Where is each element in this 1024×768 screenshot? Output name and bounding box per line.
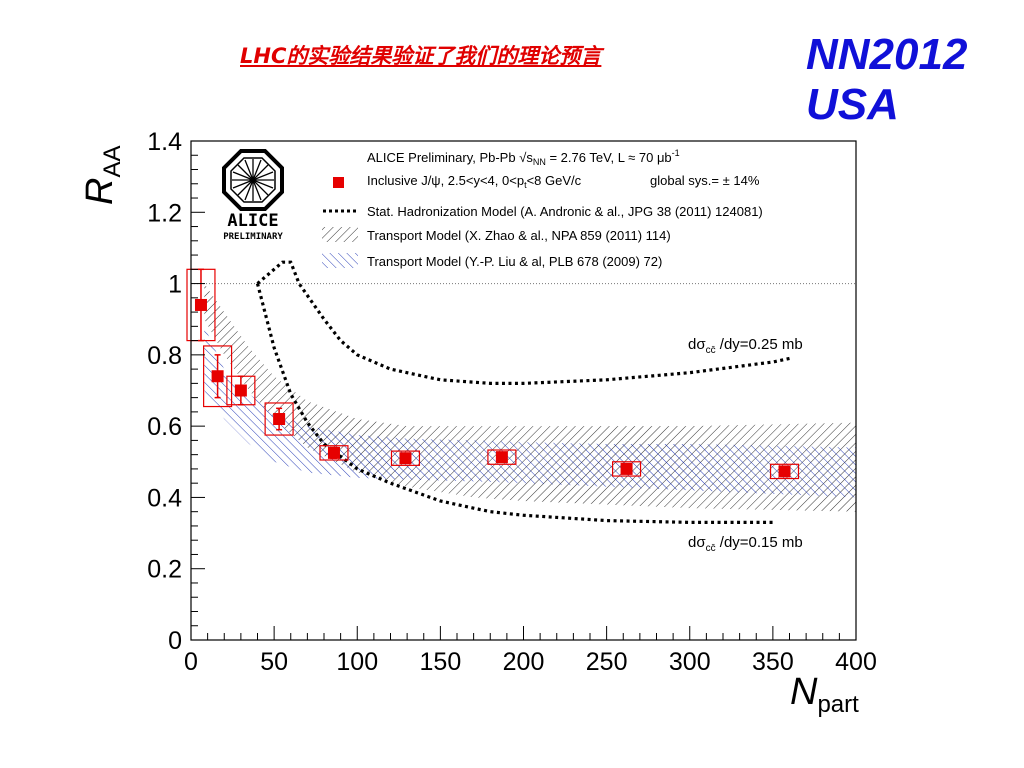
y-tick-label: 1.2 — [147, 199, 182, 227]
x-axis-title: Npart — [790, 671, 859, 718]
x-tick-label: 300 — [669, 648, 711, 676]
alice-logo-text: ALICE — [227, 211, 278, 231]
y-tick-label: 1 — [168, 271, 182, 299]
data-marker — [327, 446, 340, 459]
sys-error-box — [611, 461, 642, 477]
y-tick-label: 1.4 — [147, 128, 182, 156]
data-marker — [211, 370, 224, 383]
data-marker — [778, 465, 791, 478]
sys-error-box — [319, 445, 349, 461]
sys-error-box — [264, 402, 294, 436]
legend-marker-liu — [322, 253, 358, 268]
legend-entry-data: Inclusive J/ψ, 2.5<y<4, 0<pt<8 GeV/c — [367, 173, 582, 190]
x-tick-label: 350 — [752, 648, 794, 676]
data-point — [264, 402, 294, 436]
annotation-lower-curve: dσcc̄ /dy=0.15 mb — [688, 534, 803, 554]
conference-label: NN2012 USA — [806, 30, 967, 130]
data-marker — [620, 462, 633, 475]
data-marker — [194, 298, 207, 311]
y-tick-label: 0.2 — [147, 556, 182, 584]
x-tick-label: 150 — [420, 648, 462, 676]
conference-name: NN2012 — [806, 30, 968, 79]
x-tick-label: 400 — [835, 648, 877, 676]
y-tick-label: 0.6 — [147, 413, 182, 441]
data-point — [769, 463, 800, 480]
annotation-upper-curve: dσcc̄ /dy=0.25 mb — [688, 336, 803, 356]
alice-logo-emblem — [222, 149, 284, 211]
sys-error-box — [769, 463, 800, 480]
sys-error-box — [390, 450, 421, 466]
slide-title: LHC的实验结果验证了我们的理论预言 — [240, 44, 602, 68]
legend: ALICE Preliminary, Pb-Pb √sNN = 2.76 TeV… — [322, 148, 763, 269]
legend-entry-stat-model: Stat. Hadronization Model (A. Andronic &… — [367, 204, 763, 219]
legend-marker-zhao — [322, 227, 358, 242]
conference-country: USA — [806, 80, 899, 129]
alice-logo: ALICE PRELIMINARY — [222, 149, 284, 242]
data-marker — [273, 413, 286, 426]
data-point — [390, 450, 421, 466]
y-tick-label: 0.8 — [147, 342, 182, 370]
x-tick-label: 250 — [586, 648, 628, 676]
x-tick-label: 0 — [184, 648, 198, 676]
alice-logo-subtitle: PRELIMINARY — [223, 232, 283, 242]
x-tick-label: 200 — [503, 648, 545, 676]
data-point — [226, 375, 256, 406]
data-point — [319, 445, 349, 461]
legend-marker-data — [333, 177, 344, 188]
data-marker — [399, 452, 412, 465]
y-axis-title: RAA — [79, 146, 126, 205]
legend-entry-zhao: Transport Model (X. Zhao & al., NPA 859 … — [367, 228, 671, 243]
x-tick-label: 100 — [336, 648, 378, 676]
sys-error-box — [487, 449, 517, 465]
legend-header: ALICE Preliminary, Pb-Pb √sNN = 2.76 TeV… — [367, 148, 680, 167]
data-point — [487, 449, 517, 465]
data-marker — [234, 384, 247, 397]
legend-global-sys: global sys.= ± 14% — [650, 173, 760, 188]
legend-entry-liu: Transport Model (Y.-P. Liu & al, PLB 678… — [367, 254, 662, 269]
liu-transport-band — [204, 326, 856, 498]
y-tick-label: 0 — [168, 627, 182, 655]
data-point — [186, 268, 216, 342]
data-point — [611, 461, 642, 477]
stat-model-curve-upper — [256, 260, 790, 385]
data-marker — [495, 451, 508, 464]
y-tick-label: 0.4 — [147, 484, 182, 512]
x-tick-label: 50 — [260, 648, 288, 676]
